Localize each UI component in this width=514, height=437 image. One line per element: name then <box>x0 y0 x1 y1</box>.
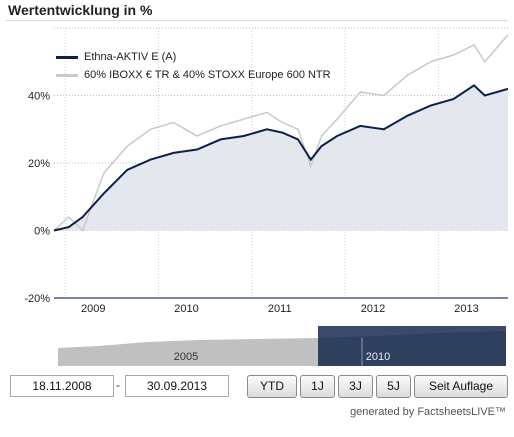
chart-title: Wertentwicklung in % <box>8 2 153 18</box>
5y-button[interactable]: 5J <box>376 375 411 398</box>
navigator-label-2005: 2005 <box>174 351 198 363</box>
x-tick-label: 2013 <box>454 303 478 315</box>
footer-credit: generated by FactsheetsLIVE™ <box>350 406 506 418</box>
x-tick-label: 2011 <box>268 303 292 315</box>
y-tick-label: 0% <box>34 226 50 238</box>
3y-button[interactable]: 3J <box>338 375 373 398</box>
navigator-label-2010: 2010 <box>366 351 390 363</box>
legend-label-benchmark: 60% IBOXX € TR & 40% STOXX Europe 600 NT… <box>84 69 331 81</box>
title-divider <box>6 20 508 21</box>
legend-swatch-fund <box>56 55 78 59</box>
y-tick-label: -20% <box>24 293 50 305</box>
time-navigator[interactable]: 2005 2010 <box>58 326 506 366</box>
legend-item-benchmark[interactable]: 60% IBOXX € TR & 40% STOXX Europe 600 NT… <box>56 66 331 84</box>
legend-swatch-benchmark <box>56 73 78 77</box>
legend-item-fund[interactable]: Ethna-AKTIV E (A) <box>56 48 331 66</box>
1y-button[interactable]: 1J <box>300 375 335 398</box>
since-inception-button[interactable]: Seit Auflage <box>414 375 508 398</box>
chart-area: 40% 20% 0% -20% 2009 2010 2011 2012 2013 <box>6 22 508 322</box>
x-tick-label: 2012 <box>361 303 385 315</box>
navigator-chart[interactable]: 2005 2010 <box>58 326 506 366</box>
fund-line <box>53 84 508 232</box>
performance-chart: 40% 20% 0% -20% 2009 2010 2011 2012 2013 <box>24 27 508 315</box>
chart-legend: Ethna-AKTIV E (A) 60% IBOXX € TR & 40% S… <box>56 48 331 84</box>
x-tick-label: 2009 <box>81 303 105 315</box>
navigator-selected-area <box>318 331 506 366</box>
x-tick-label: 2010 <box>174 303 198 315</box>
ytd-button[interactable]: YTD <box>247 375 297 398</box>
range-controls: 18.11.2008 - 30.09.2013 YTD 1J 3J 5J Sei… <box>0 372 514 402</box>
fund-area <box>54 85 508 231</box>
to-date-field[interactable]: 30.09.2013 <box>125 375 229 397</box>
benchmark-line <box>53 34 508 232</box>
date-separator: - <box>116 378 120 392</box>
legend-label-fund: Ethna-AKTIV E (A) <box>84 51 177 63</box>
y-tick-label: 40% <box>28 91 50 103</box>
from-date-field[interactable]: 18.11.2008 <box>10 375 114 397</box>
navigator-history-area <box>58 338 318 366</box>
y-tick-label: 20% <box>28 158 50 170</box>
